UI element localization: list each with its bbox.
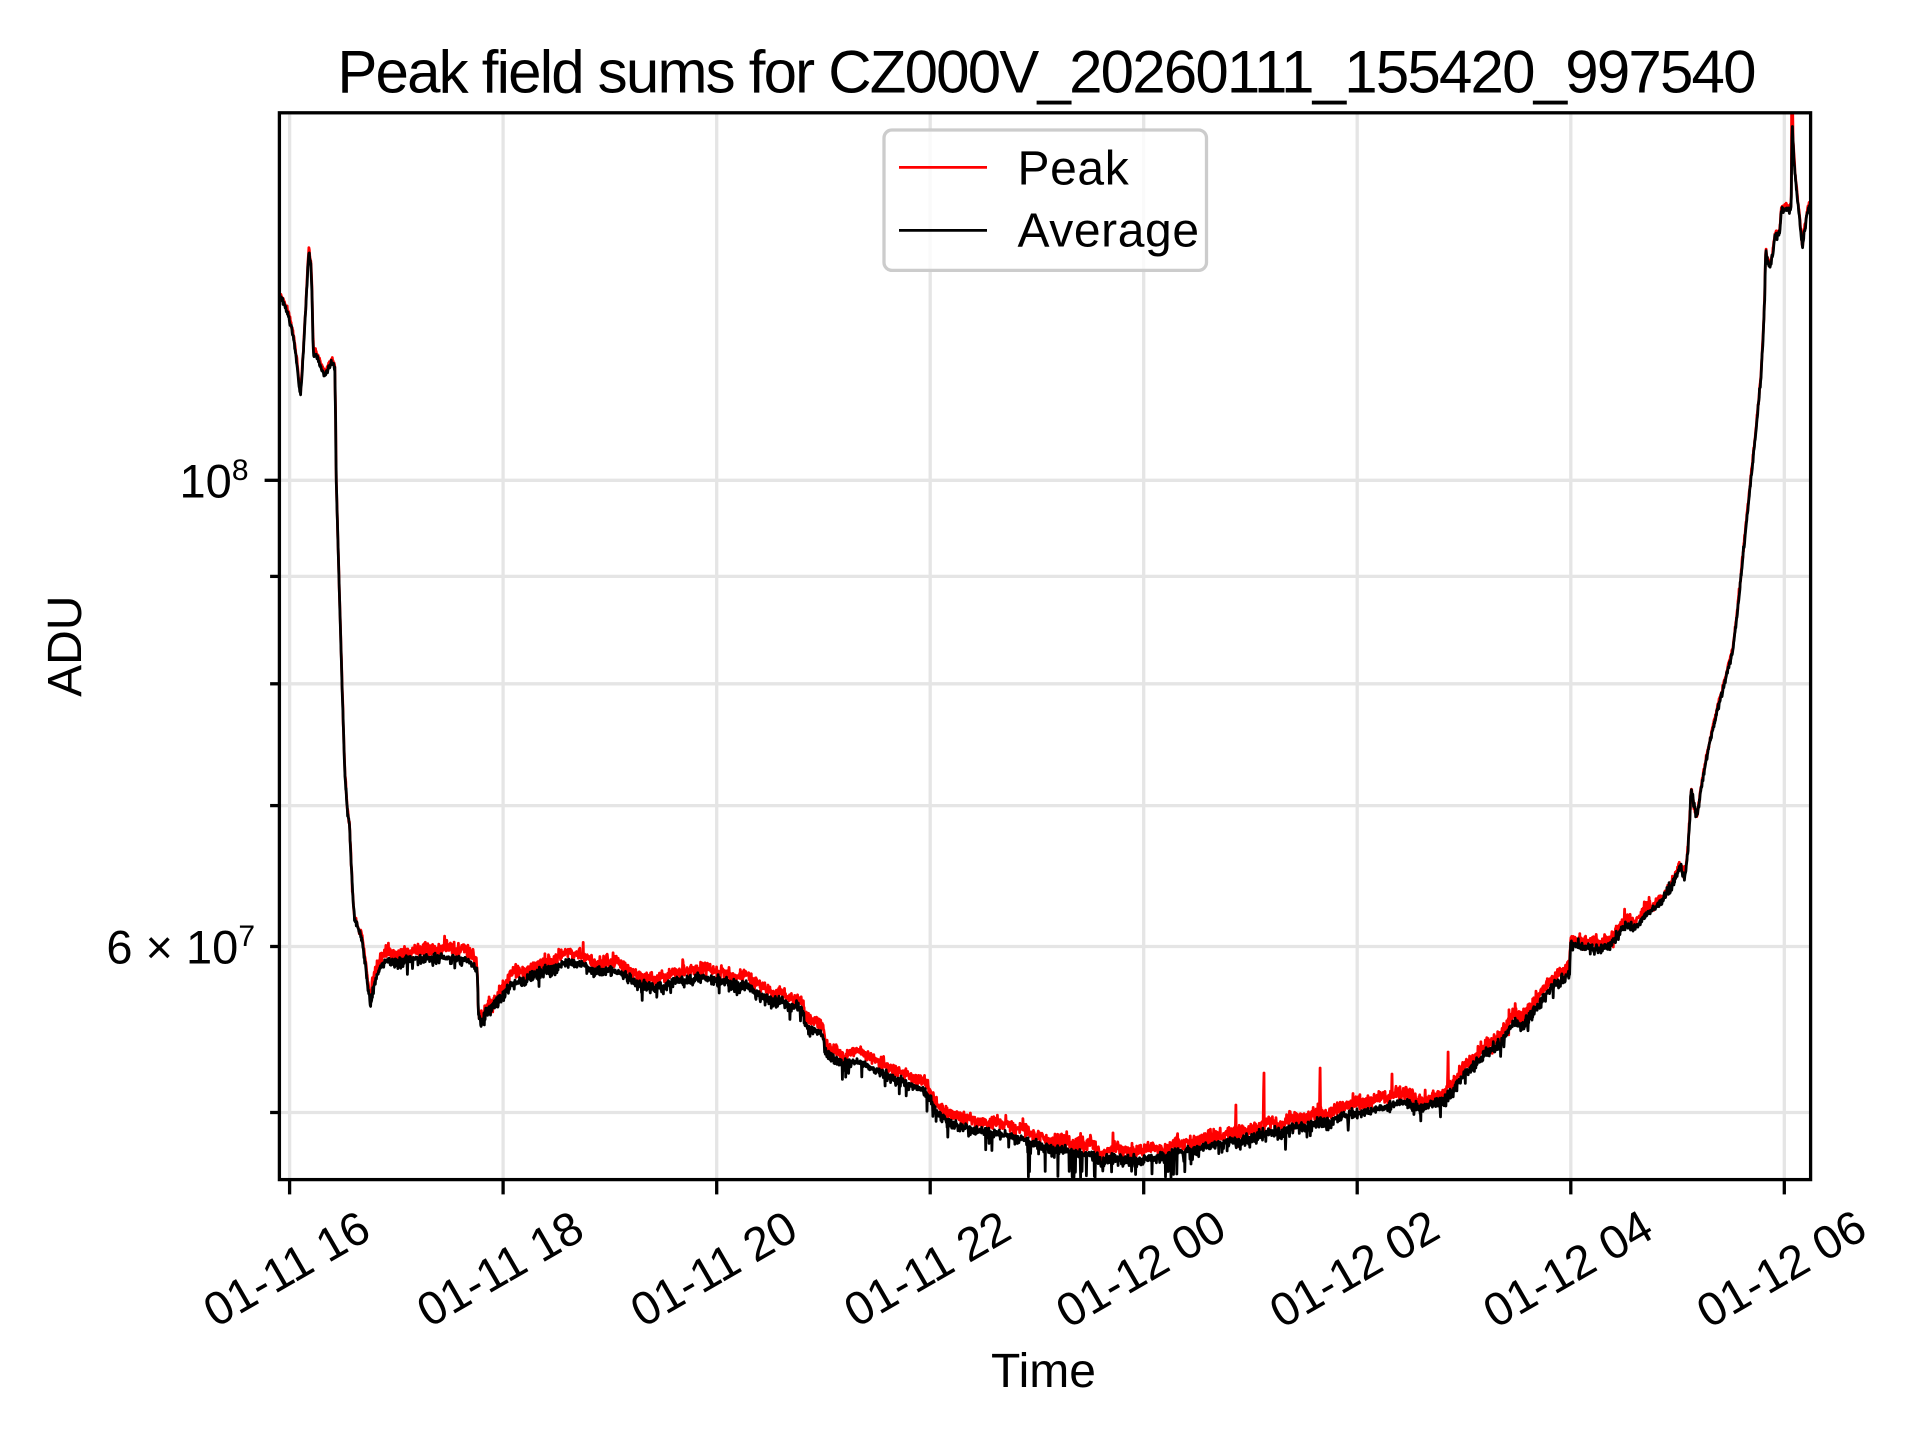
svg-text:Average: Average <box>1018 205 1200 258</box>
svg-text:6 × 107: 6 × 107 <box>106 920 255 974</box>
svg-text:Peak field sums for CZ000V_202: Peak field sums for CZ000V_20260111_1554… <box>337 38 1755 105</box>
svg-text:Peak: Peak <box>1018 142 1130 195</box>
svg-text:Time: Time <box>991 1345 1096 1398</box>
svg-text:ADU: ADU <box>39 596 92 697</box>
